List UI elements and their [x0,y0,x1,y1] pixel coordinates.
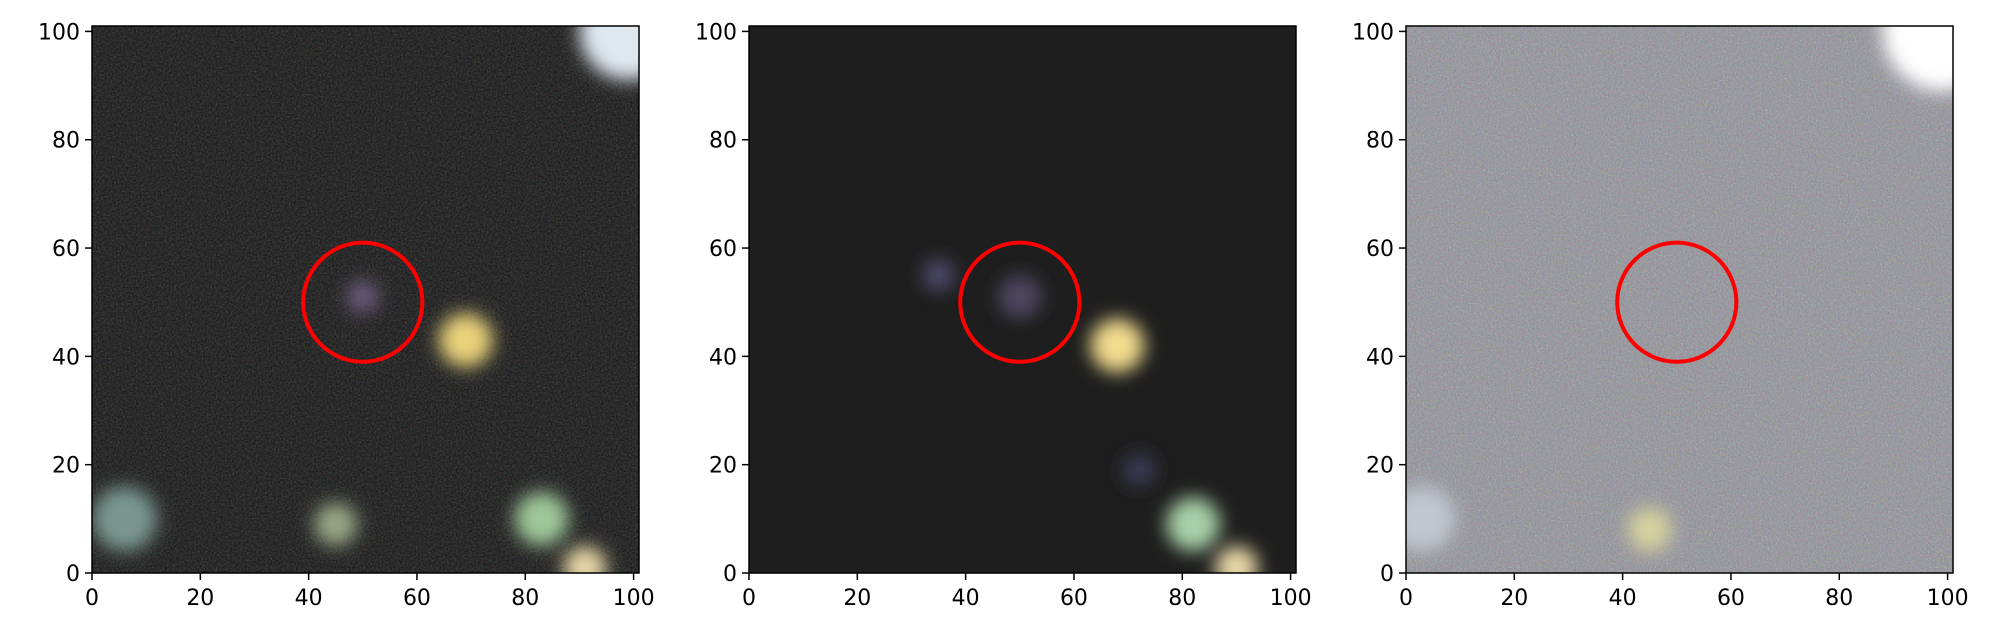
x-tick-label: 20 [1500,586,1528,611]
light-source [1090,318,1145,373]
y-tick-label: 20 [52,454,80,479]
y-tick-label: 80 [709,129,737,154]
x-tick-label: 80 [511,586,539,611]
marker-circle [958,240,1082,364]
x-tick-label: 80 [1825,586,1853,611]
y-tick-label: 20 [709,454,737,479]
light-source [563,545,607,573]
image-area [92,26,639,573]
x-tick-label: 0 [742,586,756,611]
y-tick-label: 0 [66,562,80,587]
y-tick-label: 60 [52,237,80,262]
y-tick-label: 100 [1352,20,1394,45]
y-tick-label: 100 [38,20,80,45]
x-tick-label: 20 [186,586,214,611]
marker-circle [301,240,425,364]
x-tick-label: 100 [1927,586,1969,611]
y-tick-label: 0 [723,562,737,587]
light-source [1166,497,1221,552]
light-source [314,502,358,546]
y-tick-label: 40 [52,345,80,370]
image-panel-2: 0 20 40 60 80 100 0 20 40 60 80 100 [695,20,1312,611]
axes-frame [1405,25,1954,574]
light-source [514,491,569,546]
light-source [1214,545,1259,573]
x-tick-label: 40 [1609,586,1637,611]
y-tick-label: 40 [709,345,737,370]
light-source [1628,508,1672,552]
light-source [579,26,639,81]
image-panel-3: 0 20 40 60 80 100 0 20 40 60 80 100 [1352,20,1969,611]
light-source [998,275,1042,319]
x-tick-label: 0 [85,586,99,611]
x-tick-label: 0 [1399,586,1413,611]
x-tick-label: 40 [295,586,323,611]
light-source [922,258,955,292]
light-source [1122,453,1156,487]
light-source [92,486,157,552]
light-source [1406,486,1455,552]
light-source [1882,26,1953,91]
x-tick-label: 40 [952,586,980,611]
y-tick-label: 60 [709,237,737,262]
light-source [438,313,493,368]
x-tick-label: 60 [1717,586,1745,611]
x-tick-label: 60 [1060,586,1088,611]
x-tick-label: 100 [1270,586,1312,611]
axes-frame [748,25,1297,574]
image-panel-1: 0 20 40 60 80 100 0 20 40 60 80 100 [38,20,655,611]
y-tick-label: 60 [1366,237,1394,262]
y-tick-label: 20 [1366,454,1394,479]
light-source [346,280,380,314]
y-tick-label: 100 [695,20,737,45]
y-tick-label: 80 [1366,129,1394,154]
y-tick-label: 40 [1366,345,1394,370]
x-tick-label: 100 [613,586,655,611]
axes-frame [91,25,640,574]
x-tick-label: 60 [403,586,431,611]
y-tick-label: 80 [52,129,80,154]
image-area [1406,26,1953,573]
y-tick-label: 0 [1380,562,1394,587]
x-tick-label: 80 [1168,586,1196,611]
image-area [749,26,1296,573]
x-tick-label: 20 [843,586,871,611]
marker-circle [1615,240,1739,364]
